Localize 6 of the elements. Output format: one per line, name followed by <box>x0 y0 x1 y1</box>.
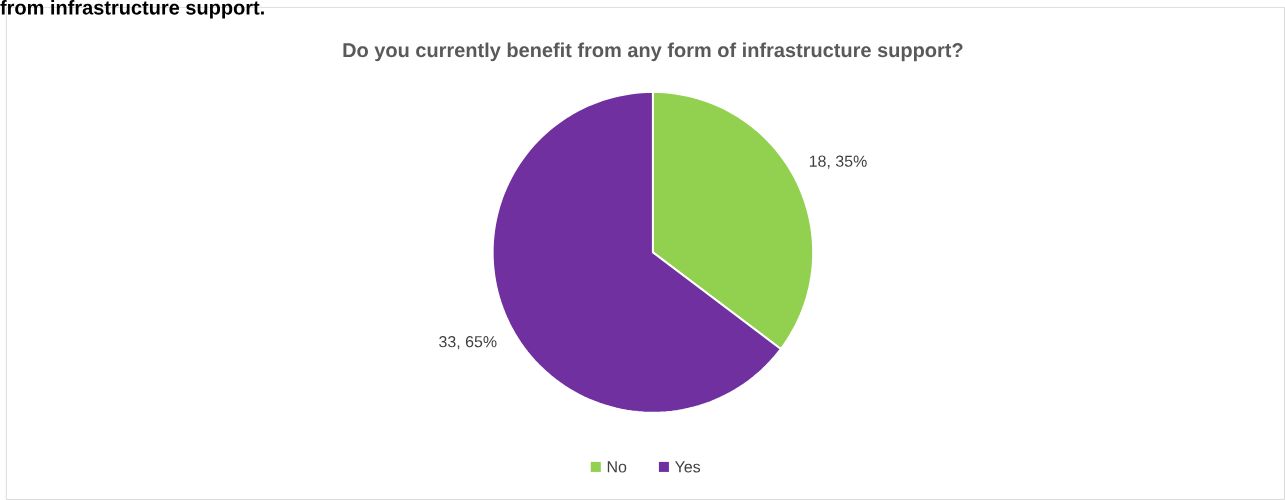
text: from infrastructure support. <box>0 0 264 19</box>
legend-label: No <box>607 461 627 473</box>
legend-label: Yes <box>674 461 701 473</box>
data-label: 18, 35% <box>809 155 867 169</box>
chart-title: Do you currently benefit from any form of infrastructure support? <box>343 42 963 62</box>
data-label: 33, 65% <box>439 336 497 350</box>
